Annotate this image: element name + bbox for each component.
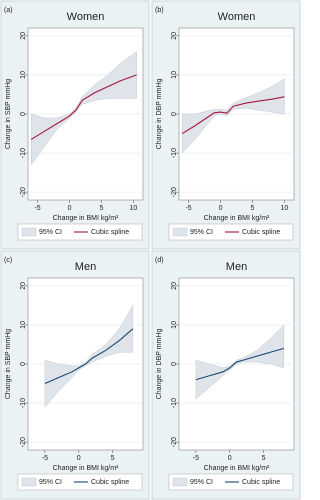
panel-label: (d) xyxy=(155,257,164,264)
spline-line xyxy=(44,328,134,385)
legend-label: Cubic spline xyxy=(242,479,280,486)
ci-band xyxy=(195,324,285,400)
legend-swatch xyxy=(21,477,37,487)
y-tick-label: -10 xyxy=(20,398,27,408)
chart-title: Women xyxy=(67,11,105,23)
panel-label: (a) xyxy=(4,7,13,14)
spline-line xyxy=(30,74,137,140)
x-axis-label: Change in BMI kg/m² xyxy=(53,465,119,472)
x-tick-label: 5 xyxy=(262,455,266,462)
x-tick-label: 5 xyxy=(251,205,255,212)
x-tick-label: 5 xyxy=(100,205,104,212)
legend-label: Cubic spline xyxy=(91,479,129,486)
y-tick-label: 20 xyxy=(20,32,27,40)
x-tick-label: 10 xyxy=(130,205,138,212)
panel-label: (c) xyxy=(4,257,12,264)
panel-label: (b) xyxy=(155,7,164,14)
y-tick-label: 10 xyxy=(171,71,178,79)
chart-title: Women xyxy=(218,11,256,23)
y-tick-label: 10 xyxy=(20,321,27,329)
chart-title: Men xyxy=(75,261,96,273)
x-tick-label: -5 xyxy=(185,205,191,212)
y-tick-label: -10 xyxy=(20,148,27,158)
y-tick-label: -20 xyxy=(171,437,178,447)
x-axis-label: Change in BMI kg/m² xyxy=(204,215,270,222)
y-tick-label: -20 xyxy=(20,437,27,447)
legend-label: Cubic spline xyxy=(91,229,129,236)
y-tick-label: -20 xyxy=(171,187,178,197)
y-axis-label: Change in DBP mmHg xyxy=(156,329,163,400)
x-tick-label: -5 xyxy=(34,205,40,212)
legend-swatch xyxy=(21,227,37,237)
ci-band xyxy=(30,50,137,166)
y-axis-label: Change in DBP mmHg xyxy=(156,79,163,150)
x-axis-label: Change in BMI kg/m² xyxy=(204,465,270,472)
spline-line xyxy=(195,347,285,381)
y-tick-label: -10 xyxy=(171,148,178,158)
ci-band xyxy=(181,78,285,154)
y-tick-label: 10 xyxy=(171,321,178,329)
y-tick-label: -10 xyxy=(171,398,178,408)
legend-swatch xyxy=(172,477,188,487)
x-tick-label: -5 xyxy=(193,455,199,462)
chart-title: Men xyxy=(226,261,247,273)
y-tick-label: 20 xyxy=(171,282,178,290)
legend-swatch xyxy=(172,227,188,237)
y-tick-label: 0 xyxy=(20,362,27,366)
y-axis-label: Change in SBP mmHg xyxy=(5,329,12,399)
x-tick-label: -5 xyxy=(42,455,48,462)
x-tick-label: 5 xyxy=(111,455,115,462)
legend-label: 95% CI xyxy=(190,479,213,486)
y-axis-label: Change in SBP mmHg xyxy=(5,79,12,149)
spline-line xyxy=(181,96,285,135)
y-tick-label: 0 xyxy=(20,112,27,116)
x-tick-label: 0 xyxy=(228,455,232,462)
figure: (a) Women Change in SBP mmHg Change in BMI … xyxy=(0,0,301,500)
legend-label: Cubic spline xyxy=(242,229,280,236)
y-tick-label: -20 xyxy=(20,187,27,197)
y-tick-label: 0 xyxy=(171,362,178,366)
x-tick-label: 0 xyxy=(68,205,72,212)
x-axis-label: Change in BMI kg/m² xyxy=(53,215,119,222)
y-tick-label: 20 xyxy=(20,282,27,290)
x-tick-label: 0 xyxy=(77,455,81,462)
legend-label: 95% CI xyxy=(39,229,62,236)
y-tick-label: 20 xyxy=(171,32,178,40)
y-tick-label: 10 xyxy=(20,71,27,79)
ci-band xyxy=(44,304,134,408)
legend-label: 95% CI xyxy=(190,229,213,236)
x-tick-label: 0 xyxy=(219,205,223,212)
legend-label: 95% CI xyxy=(39,479,62,486)
x-tick-label: 10 xyxy=(281,205,289,212)
y-tick-label: 0 xyxy=(171,112,178,116)
